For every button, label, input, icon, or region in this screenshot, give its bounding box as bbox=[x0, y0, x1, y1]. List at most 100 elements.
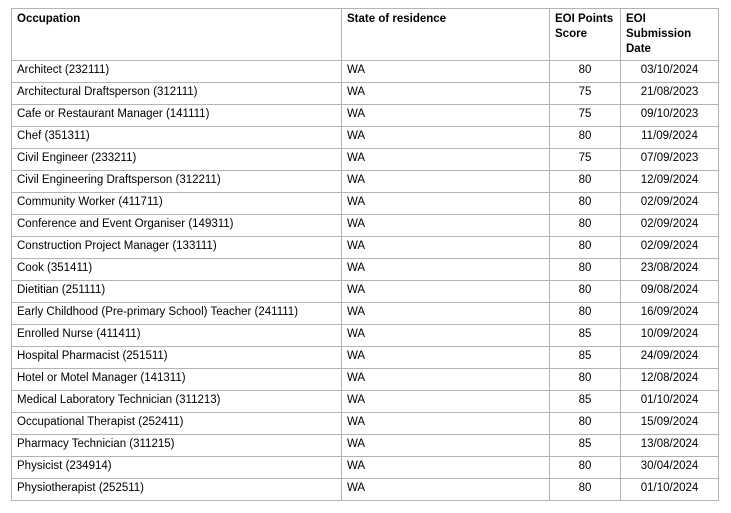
cell-date: 01/10/2024 bbox=[620, 477, 719, 501]
cell-state: WA bbox=[341, 103, 550, 127]
cell-points: 80 bbox=[549, 455, 621, 479]
table-header: Occupation State of residence EOI Points… bbox=[11, 8, 719, 61]
cell-date: 13/08/2024 bbox=[620, 433, 719, 457]
cell-points: 80 bbox=[549, 169, 621, 193]
table-row: Medical Laboratory Technician (311213) WA… bbox=[11, 389, 719, 413]
cell-state: WA bbox=[341, 433, 550, 457]
cell-state: WA bbox=[341, 169, 550, 193]
cell-state: WA bbox=[341, 235, 550, 259]
table-row: Physicist (234914) WA 80 30/04/2024 bbox=[11, 455, 719, 479]
cell-state: WA bbox=[341, 389, 550, 413]
cell-state: WA bbox=[341, 301, 550, 325]
cell-points: 80 bbox=[549, 301, 621, 325]
cell-state: WA bbox=[341, 367, 550, 391]
cell-points: 80 bbox=[549, 191, 621, 215]
header-state-of-residence: State of residence bbox=[341, 8, 550, 61]
cell-state: WA bbox=[341, 81, 550, 105]
cell-points: 85 bbox=[549, 345, 621, 369]
cell-occupation: Civil Engineer (233211) bbox=[11, 147, 342, 171]
cell-points: 75 bbox=[549, 147, 621, 171]
cell-date: 02/09/2024 bbox=[620, 191, 719, 215]
table-row: Community Worker (411711) WA 80 02/09/2024 bbox=[11, 191, 719, 215]
header-eoi-submission-date: EOI Submission Date bbox=[620, 8, 719, 61]
cell-occupation: Early Childhood (Pre-primary School) Tea… bbox=[11, 301, 342, 325]
cell-date: 09/10/2023 bbox=[620, 103, 719, 127]
cell-occupation: Physiotherapist (252511) bbox=[11, 477, 342, 501]
cell-state: WA bbox=[341, 59, 550, 83]
cell-date: 21/08/2023 bbox=[620, 81, 719, 105]
cell-state: WA bbox=[341, 147, 550, 171]
cell-date: 07/09/2023 bbox=[620, 147, 719, 171]
cell-points: 80 bbox=[549, 367, 621, 391]
cell-state: WA bbox=[341, 213, 550, 237]
table-row: Physiotherapist (252511) WA 80 01/10/2024 bbox=[11, 477, 719, 501]
table-row: Conference and Event Organiser (149311) W… bbox=[11, 213, 719, 237]
cell-occupation: Medical Laboratory Technician (311213) bbox=[11, 389, 342, 413]
cell-date: 23/08/2024 bbox=[620, 257, 719, 281]
cell-state: WA bbox=[341, 323, 550, 347]
table-row: Hotel or Motel Manager (141311) WA 80 12/08… bbox=[11, 367, 719, 391]
cell-state: WA bbox=[341, 411, 550, 435]
cell-date: 10/09/2024 bbox=[620, 323, 719, 347]
cell-date: 30/04/2024 bbox=[620, 455, 719, 479]
cell-points: 80 bbox=[549, 257, 621, 281]
cell-occupation: Hotel or Motel Manager (141311) bbox=[11, 367, 342, 391]
table-row: Construction Project Manager (133111) WA 8… bbox=[11, 235, 719, 259]
cell-points: 75 bbox=[549, 81, 621, 105]
cell-points: 80 bbox=[549, 213, 621, 237]
cell-state: WA bbox=[341, 477, 550, 501]
header-eoi-points-score: EOI Points Score bbox=[549, 8, 621, 61]
table-row: Enrolled Nurse (411411) WA 85 10/09/2024 bbox=[11, 323, 719, 347]
header-occupation: Occupation bbox=[11, 8, 342, 61]
cell-occupation: Architectural Draftsperson (312111) bbox=[11, 81, 342, 105]
cell-points: 80 bbox=[549, 235, 621, 259]
cell-state: WA bbox=[341, 125, 550, 149]
table-row: Occupational Therapist (252411) WA 80 15/09… bbox=[11, 411, 719, 435]
cell-state: WA bbox=[341, 257, 550, 281]
cell-occupation: Hospital Pharmacist (251511) bbox=[11, 345, 342, 369]
table-row: Hospital Pharmacist (251511) WA 85 24/09/20… bbox=[11, 345, 719, 369]
cell-occupation: Architect (232111) bbox=[11, 59, 342, 83]
cell-points: 80 bbox=[549, 125, 621, 149]
cell-occupation: Chef (351311) bbox=[11, 125, 342, 149]
cell-occupation: Cafe or Restaurant Manager (141111) bbox=[11, 103, 342, 127]
cell-date: 11/09/2024 bbox=[620, 125, 719, 149]
table-row: Architect (232111) WA 80 03/10/2024 bbox=[11, 59, 719, 83]
cell-occupation: Enrolled Nurse (411411) bbox=[11, 323, 342, 347]
table-row: Cafe or Restaurant Manager (141111) WA 75 0… bbox=[11, 103, 719, 127]
cell-points: 80 bbox=[549, 279, 621, 303]
cell-state: WA bbox=[341, 279, 550, 303]
cell-occupation: Construction Project Manager (133111) bbox=[11, 235, 342, 259]
table-row: Architectural Draftsperson (312111) WA 75 2… bbox=[11, 81, 719, 105]
cell-points: 85 bbox=[549, 433, 621, 457]
table-row: Pharmacy Technician (311215) WA 85 13/08/20… bbox=[11, 433, 719, 457]
cell-date: 03/10/2024 bbox=[620, 59, 719, 83]
cell-points: 85 bbox=[549, 389, 621, 413]
cell-date: 12/08/2024 bbox=[620, 367, 719, 391]
cell-occupation: Civil Engineering Draftsperson (312211) bbox=[11, 169, 342, 193]
cell-occupation: Physicist (234914) bbox=[11, 455, 342, 479]
cell-occupation: Pharmacy Technician (311215) bbox=[11, 433, 342, 457]
cell-date: 12/09/2024 bbox=[620, 169, 719, 193]
cell-occupation: Occupational Therapist (252411) bbox=[11, 411, 342, 435]
table-row: Cook (351411) WA 80 23/08/2024 bbox=[11, 257, 719, 281]
table-row: Dietitian (251111) WA 80 09/08/2024 bbox=[11, 279, 719, 303]
cell-state: WA bbox=[341, 345, 550, 369]
cell-points: 85 bbox=[549, 323, 621, 347]
cell-date: 02/09/2024 bbox=[620, 235, 719, 259]
table-row: Civil Engineering Draftsperson (312211) W… bbox=[11, 169, 719, 193]
cell-points: 80 bbox=[549, 59, 621, 83]
cell-occupation: Cook (351411) bbox=[11, 257, 342, 281]
cell-points: 80 bbox=[549, 477, 621, 501]
cell-date: 24/09/2024 bbox=[620, 345, 719, 369]
cell-points: 80 bbox=[549, 411, 621, 435]
cell-state: WA bbox=[341, 191, 550, 215]
cell-date: 02/09/2024 bbox=[620, 213, 719, 237]
cell-occupation: Community Worker (411711) bbox=[11, 191, 342, 215]
cell-date: 09/08/2024 bbox=[620, 279, 719, 303]
table-row: Civil Engineer (233211) WA 75 07/09/2023 bbox=[11, 147, 719, 171]
cell-state: WA bbox=[341, 455, 550, 479]
cell-date: 15/09/2024 bbox=[620, 411, 719, 435]
eoi-results-table: Occupation State of residence EOI Points… bbox=[11, 8, 719, 501]
table-row: Early Childhood (Pre-primary School) Tea… bbox=[11, 301, 719, 325]
